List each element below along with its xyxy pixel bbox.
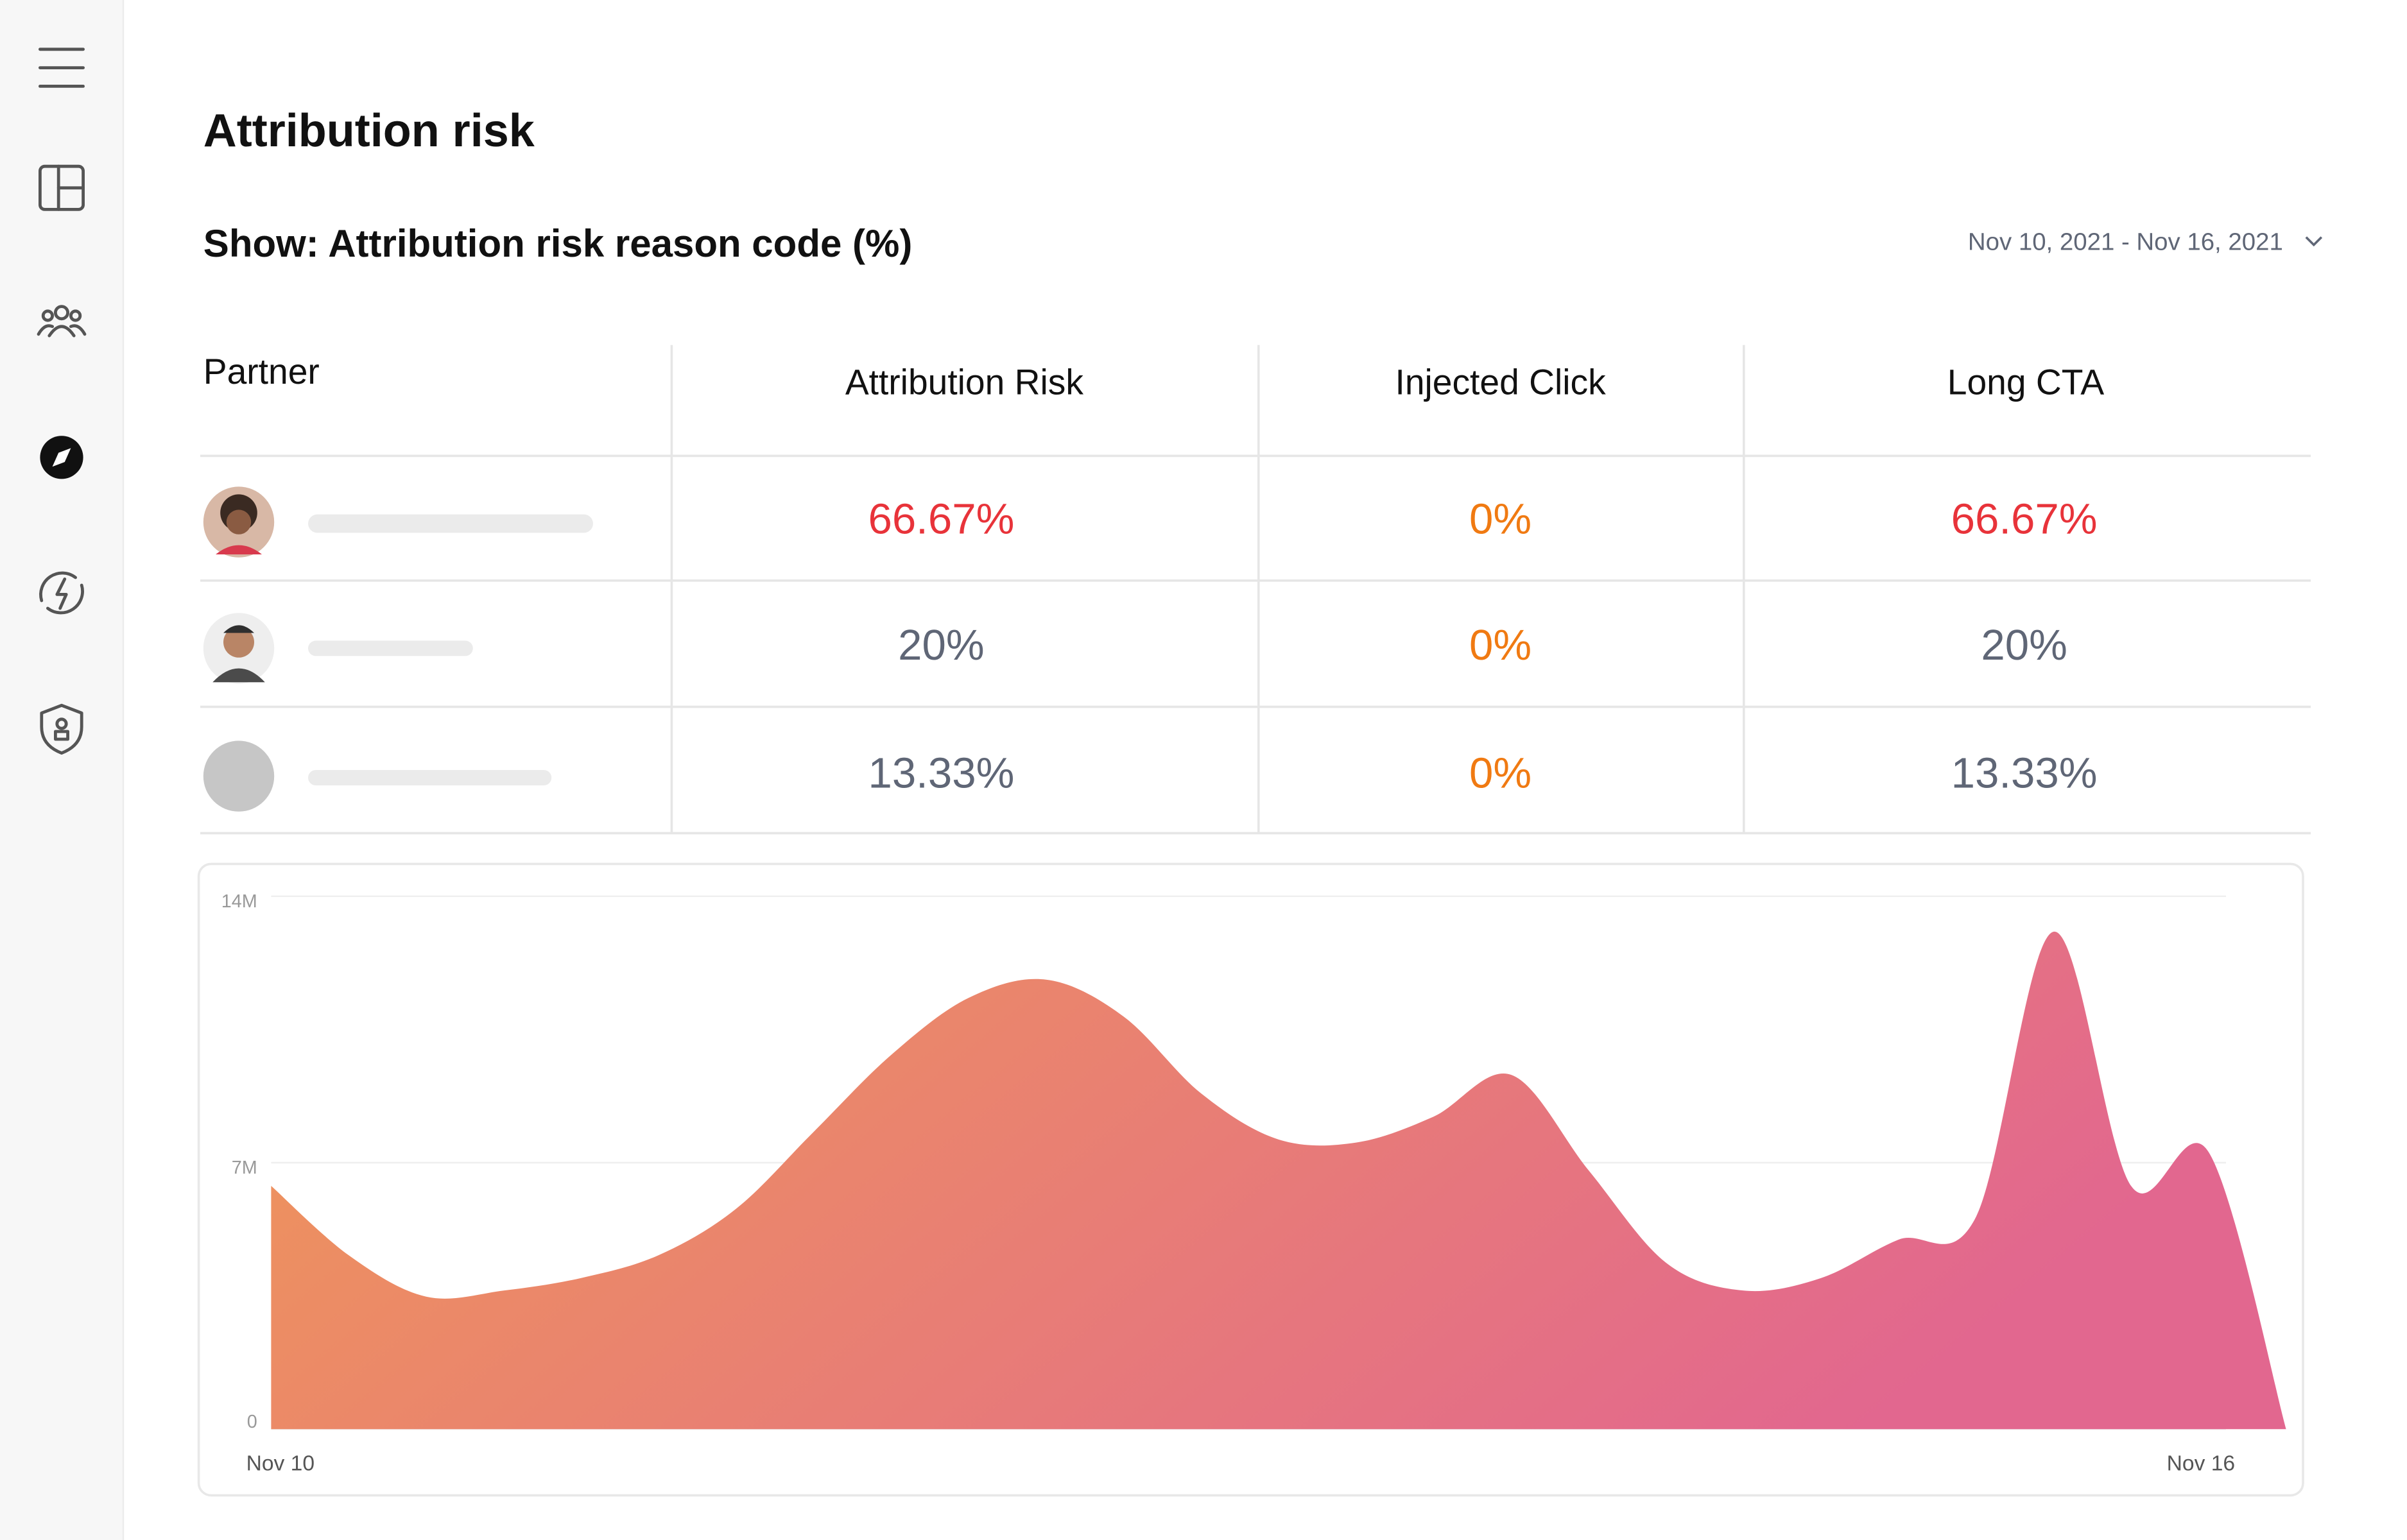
column-header: Partner (203, 352, 320, 391)
filter-label: Show: Attribution risk reason code (%) (203, 222, 913, 265)
y-tick-label: 0 (247, 1412, 257, 1432)
area (271, 931, 2286, 1430)
partners-icon[interactable] (37, 305, 87, 338)
risk-value: 13.33% (1951, 749, 2098, 797)
table-grid (200, 345, 2311, 835)
automation-icon[interactable] (39, 571, 84, 615)
x-tick-label: Nov 16 (2167, 1451, 2235, 1475)
column-header: Attribution Risk (845, 363, 1084, 402)
risk-value: 13.33% (868, 749, 1014, 797)
risk-value: 20% (1981, 621, 2067, 669)
dropdown-arrow (2305, 236, 2323, 247)
partner-row-0 (203, 486, 593, 558)
x-tick-label: Nov 10 (246, 1451, 315, 1475)
partner-row-2 (203, 740, 552, 812)
column-header: Long CTA (1947, 363, 2105, 402)
risk-value: 66.67% (1951, 495, 2098, 543)
explore-icon[interactable] (40, 436, 83, 479)
chart: 0 7M 14M Nov 10 Nov 16 (221, 891, 2286, 1475)
y-tick-label: 14M (221, 891, 257, 912)
risk-value: 0% (1469, 621, 1531, 669)
partner-row-1 (203, 613, 473, 684)
dashboard-icon[interactable] (39, 164, 85, 211)
y-tick-label: 7M (232, 1158, 257, 1178)
risk-value: 0% (1469, 495, 1531, 543)
menu-icon[interactable] (39, 47, 85, 88)
security-icon[interactable] (40, 703, 83, 755)
risk-value: 0% (1469, 749, 1531, 797)
date-picker[interactable]: Nov 10, 2021 - Nov 16, 2021 (1968, 228, 2323, 255)
sidebar (0, 0, 123, 1540)
page-title: Attribution risk (203, 105, 535, 157)
date-range: Nov 10, 2021 - Nov 16, 2021 (1968, 228, 2283, 255)
column-header: Injected Click (1395, 363, 1606, 402)
risk-value: 66.67% (868, 495, 1014, 543)
risk-value: 20% (898, 621, 984, 669)
